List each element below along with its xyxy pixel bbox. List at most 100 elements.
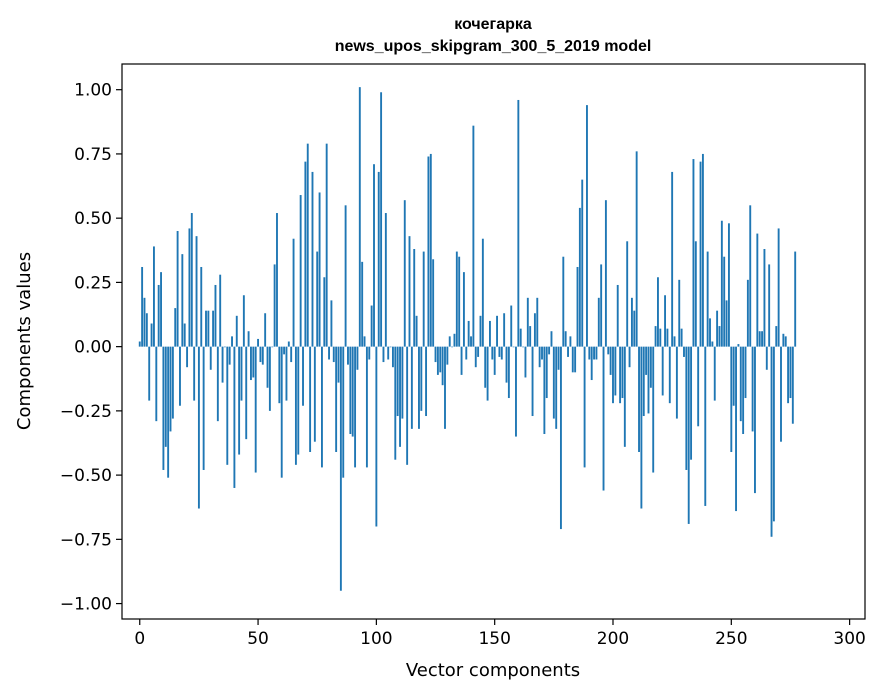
bar	[306, 143, 309, 347]
bar	[145, 313, 148, 347]
bar	[422, 251, 425, 347]
bar	[569, 336, 572, 347]
bar	[418, 346, 420, 429]
bar	[616, 284, 619, 347]
bar	[462, 272, 465, 347]
y-tick-label: −0.75	[60, 530, 112, 550]
bar	[749, 205, 752, 347]
bar	[254, 346, 257, 473]
bar	[668, 346, 671, 404]
bar	[732, 346, 735, 406]
bar	[718, 326, 721, 347]
bar	[401, 346, 404, 419]
bar	[701, 153, 704, 347]
y-tick-label: −0.25	[60, 402, 112, 422]
bar	[190, 213, 193, 347]
bar	[600, 264, 603, 347]
y-axis: −1.00 −0.75 −0.50 −0.25 0.00 0.25 0.50 0.75 1.00	[60, 81, 122, 615]
bar	[685, 346, 688, 470]
bar	[737, 344, 740, 347]
bar	[756, 233, 759, 347]
bar	[609, 346, 612, 375]
bar	[574, 346, 577, 373]
bar	[479, 315, 482, 347]
bar	[373, 164, 375, 347]
bar	[630, 297, 633, 347]
bar	[562, 256, 565, 347]
bar	[219, 274, 222, 347]
bar	[675, 346, 678, 419]
bar	[138, 341, 141, 347]
bar	[706, 251, 709, 347]
bar	[659, 328, 662, 347]
bar	[545, 346, 548, 399]
x-tick-label: 100	[360, 629, 392, 649]
bar	[179, 346, 181, 406]
bar	[496, 315, 498, 347]
bar	[358, 87, 361, 347]
bar	[193, 346, 196, 401]
bar	[510, 305, 513, 347]
bar	[567, 346, 569, 357]
bar	[489, 320, 491, 347]
bar	[223, 346, 226, 348]
bar	[311, 171, 314, 347]
bar	[470, 336, 472, 347]
bar	[446, 346, 449, 365]
bar	[772, 346, 775, 522]
bar	[188, 228, 191, 347]
bar	[763, 249, 766, 347]
bar	[661, 346, 664, 396]
bar	[486, 346, 489, 401]
bar	[330, 300, 333, 347]
bar	[633, 310, 636, 347]
bar	[354, 346, 357, 468]
bar	[654, 326, 657, 347]
bar	[498, 346, 501, 357]
bar	[226, 346, 229, 465]
bar	[491, 346, 494, 360]
bar	[657, 277, 659, 347]
bar	[519, 328, 522, 347]
bar	[709, 318, 711, 347]
bar	[746, 279, 749, 347]
bar	[789, 346, 792, 399]
y-tick-label: −1.00	[60, 595, 112, 615]
bar	[694, 241, 697, 347]
bar	[474, 346, 477, 368]
bar	[465, 346, 468, 360]
bar	[148, 346, 151, 401]
bar	[458, 256, 461, 347]
bar	[287, 341, 290, 347]
bar	[647, 346, 650, 414]
bar	[432, 259, 435, 347]
bar	[143, 297, 146, 347]
bar	[321, 346, 323, 468]
bar	[680, 328, 683, 347]
bar	[389, 346, 392, 348]
bar	[604, 200, 607, 347]
bar	[782, 333, 785, 347]
bar	[207, 310, 210, 347]
bar	[394, 346, 397, 460]
bar	[434, 346, 437, 363]
bar	[548, 346, 551, 355]
bar	[716, 310, 719, 347]
bar	[451, 346, 454, 348]
y-tick-label: −0.50	[60, 466, 112, 486]
bar	[399, 346, 401, 447]
bar	[777, 228, 780, 347]
bar	[593, 346, 596, 360]
bar	[635, 151, 638, 347]
bar	[240, 346, 243, 401]
x-axis: 0 50 100 150 200 250 300	[134, 619, 866, 649]
chart-subtitle: news_upos_skipgram_300_5_2019 model	[335, 38, 652, 55]
bar	[765, 346, 768, 370]
bar	[711, 341, 714, 347]
bar	[349, 346, 352, 434]
bar	[363, 336, 366, 347]
bar	[448, 336, 451, 347]
plot-frame	[121, 63, 866, 620]
bar	[252, 346, 255, 378]
bar	[384, 213, 387, 347]
